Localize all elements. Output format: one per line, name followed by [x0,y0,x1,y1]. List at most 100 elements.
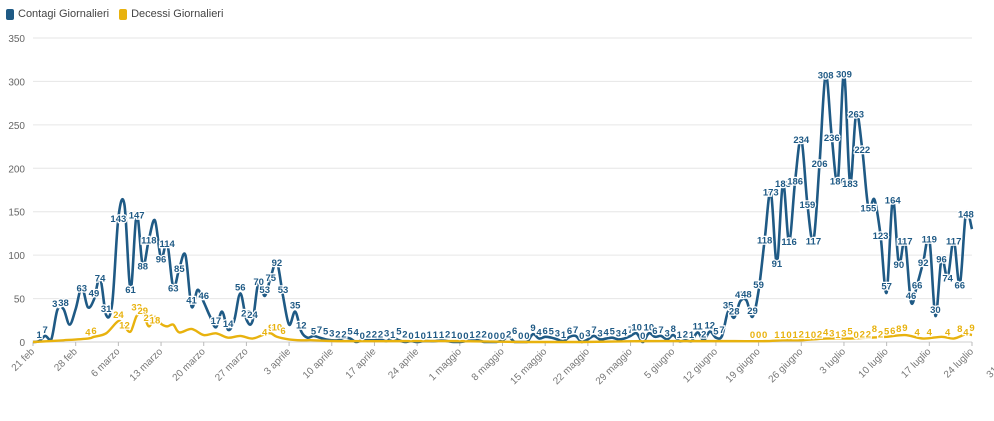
data-label-contagi: 118 [141,236,156,247]
data-label-contagi: 10 [631,322,642,333]
data-label-contagi: 1 [414,330,420,341]
data-label-contagi: 53 [278,285,289,296]
data-label-contagi: 0 [640,331,645,342]
data-label-contagi: 8 [671,324,676,335]
data-label-contagi: 3 [664,328,669,339]
data-label-contagi: 66 [955,281,966,292]
data-label-contagi: 5 [713,327,719,338]
data-label-decessi: 12 [119,321,130,332]
data-label-contagi: 0 [421,331,426,342]
data-label-contagi: 2 [378,329,383,340]
data-label-contagi: 9 [530,323,535,334]
data-label-contagi: 7 [43,325,48,336]
data-label-decessi: 4 [914,328,920,339]
x-tick-label: 22 maggio [551,346,592,387]
data-label-decessi: 8 [896,324,901,335]
data-label-contagi: 96 [936,255,947,266]
data-label-contagi: 143 [110,214,126,225]
data-label-contagi: 234 [793,135,810,146]
data-label-contagi: 92 [272,258,283,269]
data-label-contagi: 59 [753,280,764,291]
data-label-contagi: 74 [942,274,953,285]
data-label-contagi: 38 [58,298,69,309]
x-tick-label: 24 aprile [386,346,421,381]
data-label-contagi: 57 [881,281,892,292]
data-label-decessi: 1 [780,330,786,341]
data-label-contagi: 26 [241,308,252,319]
x-tick-label: 10 luglio [857,346,891,380]
data-label-contagi: 1 [677,330,683,341]
data-label-decessi: 1 [835,330,841,341]
data-label-contagi: 5 [549,327,555,338]
data-label-contagi: 29 [747,306,758,317]
data-label-decessi: 9 [969,323,974,334]
x-tick-label: 17 luglio [899,346,933,380]
data-label-decessi: 4 [963,328,969,339]
data-label-decessi: 9 [268,323,273,334]
data-label-contagi: 5 [311,327,317,338]
data-label-contagi: 2 [372,329,377,340]
data-label-contagi: 41 [186,295,197,306]
legend-item-contagi[interactable]: Contagi Giornalieri [6,8,109,20]
x-tick-label: 21 feb [10,346,38,374]
x-tick-label: 27 marzo [213,346,251,384]
data-label-contagi: 7 [573,325,578,336]
data-label-decessi: 4 [823,328,829,339]
data-label-decessi: 0 [811,330,816,341]
data-label-decessi: 3 [841,328,846,339]
data-label-contagi: 30 [930,305,941,316]
data-label-decessi: 6 [91,326,96,337]
data-label-decessi: 18 [150,315,161,326]
data-label-contagi: 183 [842,179,858,190]
data-label-contagi: 1 [390,330,396,341]
data-label-contagi: 117 [897,236,912,247]
data-label-decessi: 0 [786,330,791,341]
data-label-contagi: 159 [799,200,815,211]
data-label-contagi: 49 [89,288,100,299]
data-label-contagi: 164 [885,196,902,207]
data-label-contagi: 123 [873,231,889,242]
data-label-contagi: 46 [198,291,209,302]
legend-label-contagi: Contagi Giornalieri [18,8,110,20]
x-tick-label: 26 giugno [767,346,806,385]
data-label-contagi: 222 [854,145,870,156]
data-label-decessi: 3 [829,328,834,339]
data-label-contagi: 0 [463,331,468,342]
x-tick-label: 10 aprile [301,346,336,381]
data-label-contagi: 92 [918,258,929,269]
data-label-decessi: 4 [262,328,268,339]
data-label-contagi: 47 [735,290,746,301]
data-label-contagi: 0 [518,331,523,342]
data-label-contagi: 119 [922,235,937,246]
data-label-contagi: 1 [469,330,475,341]
x-tick-label: 29 maggio [594,346,635,387]
data-label-contagi: 10 [644,322,655,333]
data-label-contagi: 4 [622,328,628,339]
data-label-contagi: 2 [683,329,688,340]
data-label-contagi: 2 [482,329,487,340]
y-tick-label: 100 [8,251,25,262]
data-label-contagi: 118 [757,236,772,247]
data-label-contagi: 6 [512,326,517,337]
data-label-contagi: 0 [500,331,505,342]
data-label-decessi: 2 [860,329,865,340]
data-label-contagi: 2 [366,329,371,340]
data-label-decessi: 0 [756,330,761,341]
data-label-contagi: 147 [129,210,145,221]
data-label-contagi: 75 [266,273,277,284]
data-label-contagi: 6 [543,326,548,337]
data-label-contagi: 117 [946,236,961,247]
data-label-decessi: 0 [750,330,755,341]
x-tick-label: 31 luglio [985,346,994,380]
data-label-decessi: 5 [884,327,890,338]
x-tick-label: 6 marzo [89,346,123,380]
legend-item-decessi[interactable]: Decessi Giornalieri [119,8,223,20]
data-label-contagi: 116 [781,237,796,248]
data-label-contagi: 4 [604,328,610,339]
data-label-contagi: 14 [223,319,234,330]
data-label-contagi: 155 [860,203,877,214]
y-tick-label: 0 [19,338,25,349]
data-label-decessi: 0 [762,330,767,341]
data-label-decessi: 2 [878,329,883,340]
